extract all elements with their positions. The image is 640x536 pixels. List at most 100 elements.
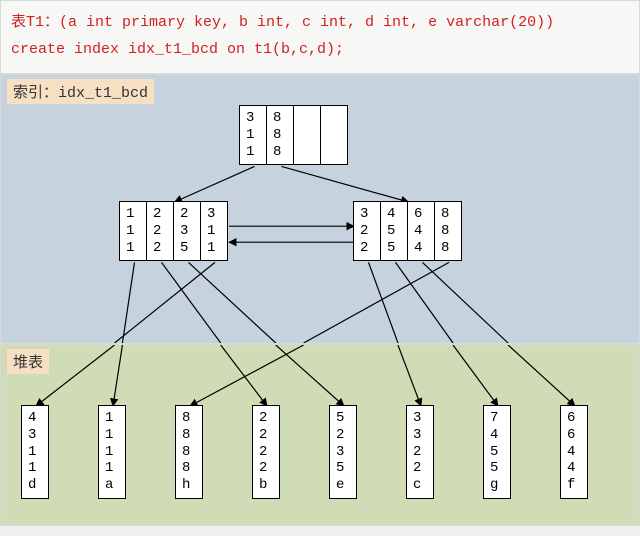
heap-page-6-value: 5 — [490, 460, 504, 477]
heap-page-5-cell-0: 3322c — [407, 406, 433, 498]
edge-leaf-to-heap-4-b — [398, 345, 421, 406]
heap-page-5-value: 2 — [413, 444, 427, 461]
heap-page-7-value: 6 — [567, 410, 581, 427]
heap-page-3-value: 2 — [259, 410, 273, 427]
heap-page-4-value: 5 — [336, 410, 350, 427]
heap-page-4-cell-0: 5235e — [330, 406, 356, 498]
heap-page-4: 5235e — [329, 405, 357, 499]
heap-page-7-value: 4 — [567, 460, 581, 477]
heap-arrows-layer — [1, 345, 640, 525]
index-leaf-node-1-cell-0: 322 — [354, 202, 381, 260]
heap-page-6-value: g — [490, 477, 504, 494]
index-root-node-value: 1 — [246, 144, 260, 161]
index-leaf-node-0-value: 5 — [180, 240, 194, 257]
index-root-node-value: 8 — [273, 110, 287, 127]
index-leaf-node-0-value: 3 — [180, 223, 194, 240]
heap-page-0-cell-0: 4311d — [22, 406, 48, 498]
index-leaf-node-0-value: 1 — [207, 240, 221, 257]
create-index-text: create index idx_t1_bcd on t1(b,c,d); — [11, 36, 629, 63]
heap-page-7-cell-0: 6644f — [561, 406, 587, 498]
index-root-node-cell-2 — [294, 106, 321, 164]
index-leaf-node-0-value: 2 — [153, 223, 167, 240]
index-leaf-node-0-value: 2 — [180, 206, 194, 223]
index-leaf-node-0: 111222235311 — [119, 201, 228, 261]
index-root-node-value: 1 — [246, 127, 260, 144]
heap-page-0-value: 3 — [28, 427, 42, 444]
index-leaf-node-1: 322455644888 — [353, 201, 462, 261]
edge-leaf-to-heap-5-a — [396, 262, 454, 343]
heap-page-2-value: h — [182, 477, 196, 494]
heap-page-1-value: a — [105, 477, 119, 494]
index-leaf-node-1-value: 4 — [387, 206, 401, 223]
index-root-node-value — [300, 127, 314, 144]
heap-page-5: 3322c — [406, 405, 434, 499]
index-leaf-node-1-value: 8 — [441, 240, 455, 257]
edge-root-to-child-0 — [175, 166, 255, 202]
index-leaf-node-0-cell-0: 111 — [120, 202, 147, 260]
heap-page-5-value: c — [413, 477, 427, 494]
heap-page-1-value: 1 — [105, 444, 119, 461]
edge-leaf-to-heap-1-b — [221, 345, 267, 406]
edge-leaf-to-heap-7-a — [304, 262, 449, 343]
edge-root-to-child-1 — [282, 166, 409, 202]
heap-page-7-value: 4 — [567, 444, 581, 461]
edge-leaf-to-heap-5-b — [453, 345, 498, 406]
index-leaf-node-1-value: 8 — [441, 223, 455, 240]
index-leaf-node-0-cell-2: 235 — [174, 202, 201, 260]
heap-page-2-value: 8 — [182, 410, 196, 427]
heap-page-6-cell-0: 7455g — [484, 406, 510, 498]
index-leaf-node-0-value: 2 — [153, 240, 167, 257]
heap-page-2-cell-0: 8888h — [176, 406, 202, 498]
index-leaf-node-1-value: 8 — [441, 206, 455, 223]
index-leaf-node-0-cell-1: 222 — [147, 202, 174, 260]
edge-leaf-to-heap-6-b — [508, 345, 575, 406]
heap-page-1: 1111a — [98, 405, 126, 499]
index-root-node-cell-0: 311 — [240, 106, 267, 164]
index-leaf-node-1-value: 4 — [414, 223, 428, 240]
heap-page-6-value: 4 — [490, 427, 504, 444]
heap-page-0-value: 1 — [28, 444, 42, 461]
index-leaf-node-1-value: 6 — [414, 206, 428, 223]
index-leaf-node-0-value: 2 — [153, 206, 167, 223]
heap-page-3: 2222b — [252, 405, 280, 499]
index-leaf-node-1-value: 5 — [387, 223, 401, 240]
heap-page-0-value: 4 — [28, 410, 42, 427]
heap-page-3-cell-0: 2222b — [253, 406, 279, 498]
heap-page-5-value: 2 — [413, 460, 427, 477]
index-region: 索引：idx_t1_bcd 311888 1112222353113224556… — [0, 74, 640, 344]
heap-page-4-value: 5 — [336, 460, 350, 477]
heap-page-0-value: 1 — [28, 460, 42, 477]
heap-page-2: 8888h — [175, 405, 203, 499]
index-leaf-node-0-value: 1 — [126, 206, 140, 223]
edge-leaf-to-heap-0-b — [113, 345, 122, 406]
index-root-node: 311888 — [239, 105, 348, 165]
heap-page-6-value: 7 — [490, 410, 504, 427]
index-leaf-node-1-value: 3 — [360, 206, 374, 223]
index-leaf-node-0-value: 1 — [207, 223, 221, 240]
heap-page-4-value: e — [336, 477, 350, 494]
index-leaf-node-1-value: 4 — [414, 240, 428, 257]
heap-page-1-value: 1 — [105, 410, 119, 427]
heap-page-5-value: 3 — [413, 427, 427, 444]
edge-leaf-to-heap-0-a — [122, 262, 134, 343]
heap-page-2-value: 8 — [182, 444, 196, 461]
heap-page-3-value: 2 — [259, 444, 273, 461]
edge-leaf-to-heap-7-b — [190, 345, 304, 406]
index-root-node-cell-3 — [321, 106, 347, 164]
index-root-node-value — [300, 110, 314, 127]
edge-leaf-to-heap-2-a — [189, 262, 276, 343]
heap-region: 堆表 4311d1111a8888h2222b5235e3322c7455g66… — [0, 344, 640, 526]
heap-page-3-value: 2 — [259, 460, 273, 477]
index-root-node-cell-1: 888 — [267, 106, 294, 164]
edge-leaf-to-heap-2-b — [276, 345, 344, 406]
heap-page-4-value: 2 — [336, 427, 350, 444]
heap-page-1-value: 1 — [105, 427, 119, 444]
index-leaf-node-0-value: 1 — [126, 240, 140, 257]
heap-page-7: 6644f — [560, 405, 588, 499]
heap-page-4-value: 3 — [336, 444, 350, 461]
heap-page-7-value: f — [567, 477, 581, 494]
index-root-node-value: 8 — [273, 127, 287, 144]
index-leaf-node-1-cell-3: 888 — [435, 202, 461, 260]
edge-leaf-to-heap-1-a — [162, 262, 221, 343]
heap-page-2-value: 8 — [182, 460, 196, 477]
